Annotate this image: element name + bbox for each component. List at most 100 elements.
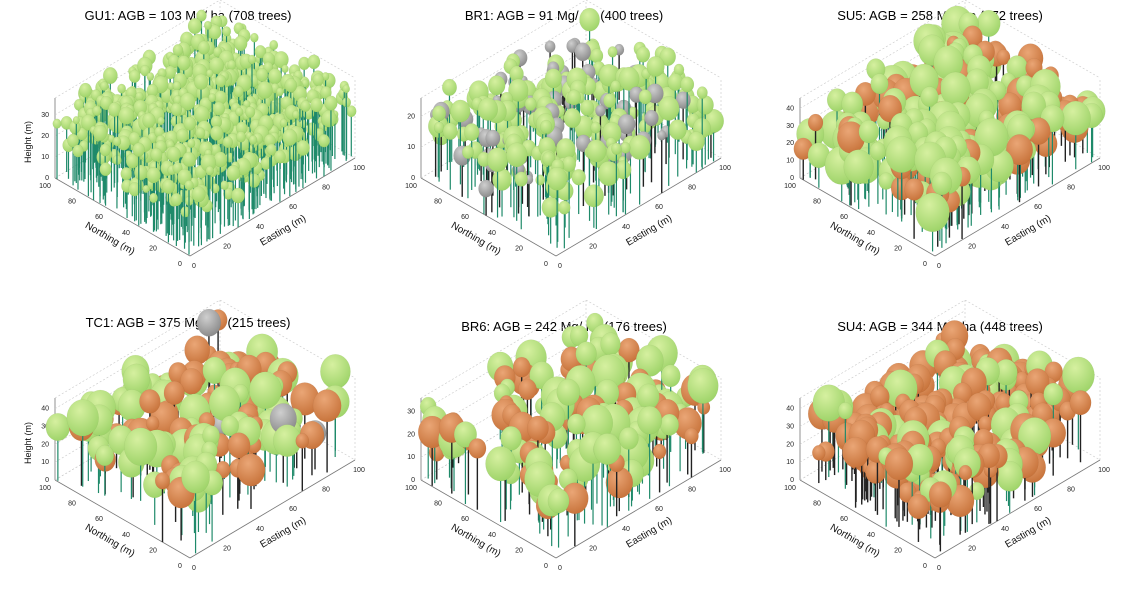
z-tick-label: 30 [407, 409, 415, 416]
tree [583, 184, 604, 228]
northing-tick-label: 60 [95, 516, 103, 523]
northing-tick-label: 100 [39, 485, 51, 492]
northing-tick-label: 0 [544, 563, 548, 570]
tree [1069, 390, 1092, 463]
tree [442, 122, 458, 190]
z-tick-label: 0 [411, 477, 415, 484]
tree [321, 109, 337, 168]
tree [312, 389, 342, 473]
easting-tick-label: 60 [655, 506, 663, 513]
z-tick-label: 30 [41, 112, 49, 119]
easting-tick-label: 80 [322, 487, 330, 494]
northing-tick-label: 20 [149, 245, 157, 252]
tree [236, 453, 266, 509]
panel-title: GU1: AGB = 103 Mg/ ha (708 trees) [84, 8, 292, 23]
tree [558, 200, 571, 249]
easting-tick-label: 100 [719, 165, 731, 172]
tree [660, 364, 681, 452]
easting-tick-label: 20 [589, 545, 597, 552]
tree [273, 149, 286, 202]
tree [66, 399, 99, 487]
northing-tick-label: 80 [68, 501, 76, 508]
tree [184, 179, 194, 255]
tree [562, 155, 577, 238]
tree [687, 131, 705, 173]
tree [524, 97, 537, 168]
easting-tick-label: 80 [1067, 487, 1075, 494]
z-tick-label: 0 [790, 175, 794, 182]
easting-tick-label: 0 [192, 263, 196, 270]
tree [667, 73, 684, 155]
tree [657, 96, 680, 186]
northing-tick-label: 40 [867, 230, 875, 237]
northing-tick-label: 0 [923, 261, 927, 268]
northing-tick-label: 60 [461, 214, 469, 221]
northing-tick-label: 80 [68, 199, 76, 206]
northing-tick-label: 100 [405, 485, 417, 492]
easting-tick-label: 100 [1098, 165, 1110, 172]
northing-tick-label: 100 [784, 183, 796, 190]
panel-tc1: TC1: AGB = 375 Mg/ ha (215 trees) 0 10 20 3… [0, 300, 376, 600]
tree [505, 142, 528, 221]
northing-tick-label: 20 [515, 547, 523, 554]
tree [659, 413, 680, 487]
tree [81, 114, 96, 197]
northing-tick-label: 60 [95, 214, 103, 221]
easting-tick-label: 20 [589, 243, 597, 250]
easting-axis-label: Easting (m) [1003, 213, 1053, 249]
easting-tick-label: 40 [622, 526, 630, 533]
tree [514, 171, 528, 230]
z-tick-label: 40 [41, 406, 49, 413]
easting-tick-label: 0 [937, 263, 941, 270]
z-tick-label: 20 [41, 133, 49, 140]
tree [842, 436, 870, 508]
tree [697, 399, 711, 453]
z-tick-label: 10 [41, 154, 49, 161]
northing-tick-label: 100 [405, 183, 417, 190]
tree [310, 97, 323, 179]
trees [417, 312, 719, 548]
easting-tick-label: 20 [968, 243, 976, 250]
z-tick-label: 30 [41, 424, 49, 431]
y-axis-label: Height (m) [23, 121, 33, 163]
z-tick-label: 30 [786, 123, 794, 130]
easting-tick-label: 40 [256, 526, 264, 533]
easting-axis-label: Easting (m) [258, 515, 308, 551]
easting-tick-label: 100 [353, 467, 365, 474]
forest-plot-br1: 0 10 20 0 0 20 20 40 40 60 60 80 80 100 100 Northing (m… [405, 0, 731, 270]
tree [478, 179, 494, 216]
tree [884, 447, 914, 527]
tree [996, 460, 1024, 513]
northing-tick-label: 40 [488, 230, 496, 237]
panel-title: SU4: AGB = 344 Mg/ ha (448 trees) [837, 319, 1043, 334]
tree [342, 84, 351, 161]
tree [170, 192, 183, 246]
tree [812, 384, 845, 478]
northing-tick-label: 40 [122, 532, 130, 539]
tree [123, 427, 158, 501]
easting-tick-label: 60 [1034, 204, 1042, 211]
panel-gu1: GU1: AGB = 103 Mg/ ha (708 trees) 0 10 20 3… [0, 0, 376, 300]
easting-tick-label: 0 [192, 565, 196, 572]
tree [99, 162, 112, 206]
tree [149, 192, 158, 232]
easting-tick-label: 20 [223, 243, 231, 250]
tree [696, 86, 708, 169]
panel-title: BR1: AGB = 91 Mg/ ha (400 trees) [464, 8, 664, 23]
forest-plot-su5: 0 10 20 30 40 0 0 20 20 40 40 60 60 80 80 100 100 Northin… [784, 0, 1110, 270]
northing-tick-label: 0 [178, 261, 182, 268]
z-tick-label: 10 [41, 459, 49, 466]
easting-tick-label: 100 [1098, 467, 1110, 474]
tree [180, 206, 191, 243]
tree [807, 142, 831, 188]
tree [181, 460, 210, 554]
tree [928, 481, 952, 552]
tree [72, 144, 84, 190]
tree [878, 172, 894, 215]
northing-tick-label: 0 [544, 261, 548, 268]
tree [812, 445, 826, 484]
tree [318, 134, 330, 177]
easting-tick-label: 80 [688, 487, 696, 494]
easting-axis-label: Easting (m) [624, 213, 674, 249]
tree [463, 123, 480, 190]
